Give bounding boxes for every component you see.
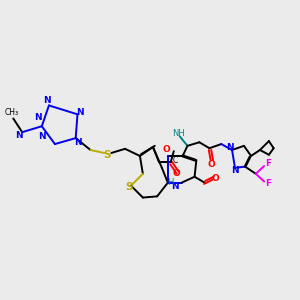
Text: CH₃: CH₃ xyxy=(5,108,19,117)
Text: N: N xyxy=(38,132,46,141)
Text: N: N xyxy=(76,108,84,117)
Text: O: O xyxy=(163,146,170,154)
Text: N: N xyxy=(231,166,239,175)
Text: N: N xyxy=(15,130,23,140)
Text: N: N xyxy=(43,96,51,105)
Text: O: O xyxy=(173,169,181,178)
Text: S: S xyxy=(103,150,111,160)
Text: NH: NH xyxy=(172,129,185,138)
Text: C: C xyxy=(172,156,178,165)
Text: N: N xyxy=(226,142,233,152)
Text: F: F xyxy=(265,159,271,168)
Text: O: O xyxy=(212,174,219,183)
Text: O: O xyxy=(208,160,216,169)
Text: N: N xyxy=(171,182,179,191)
Text: S: S xyxy=(125,182,132,192)
Text: H: H xyxy=(167,178,173,187)
Text: N: N xyxy=(74,138,81,147)
Text: N: N xyxy=(34,113,42,122)
Text: F: F xyxy=(265,179,271,188)
